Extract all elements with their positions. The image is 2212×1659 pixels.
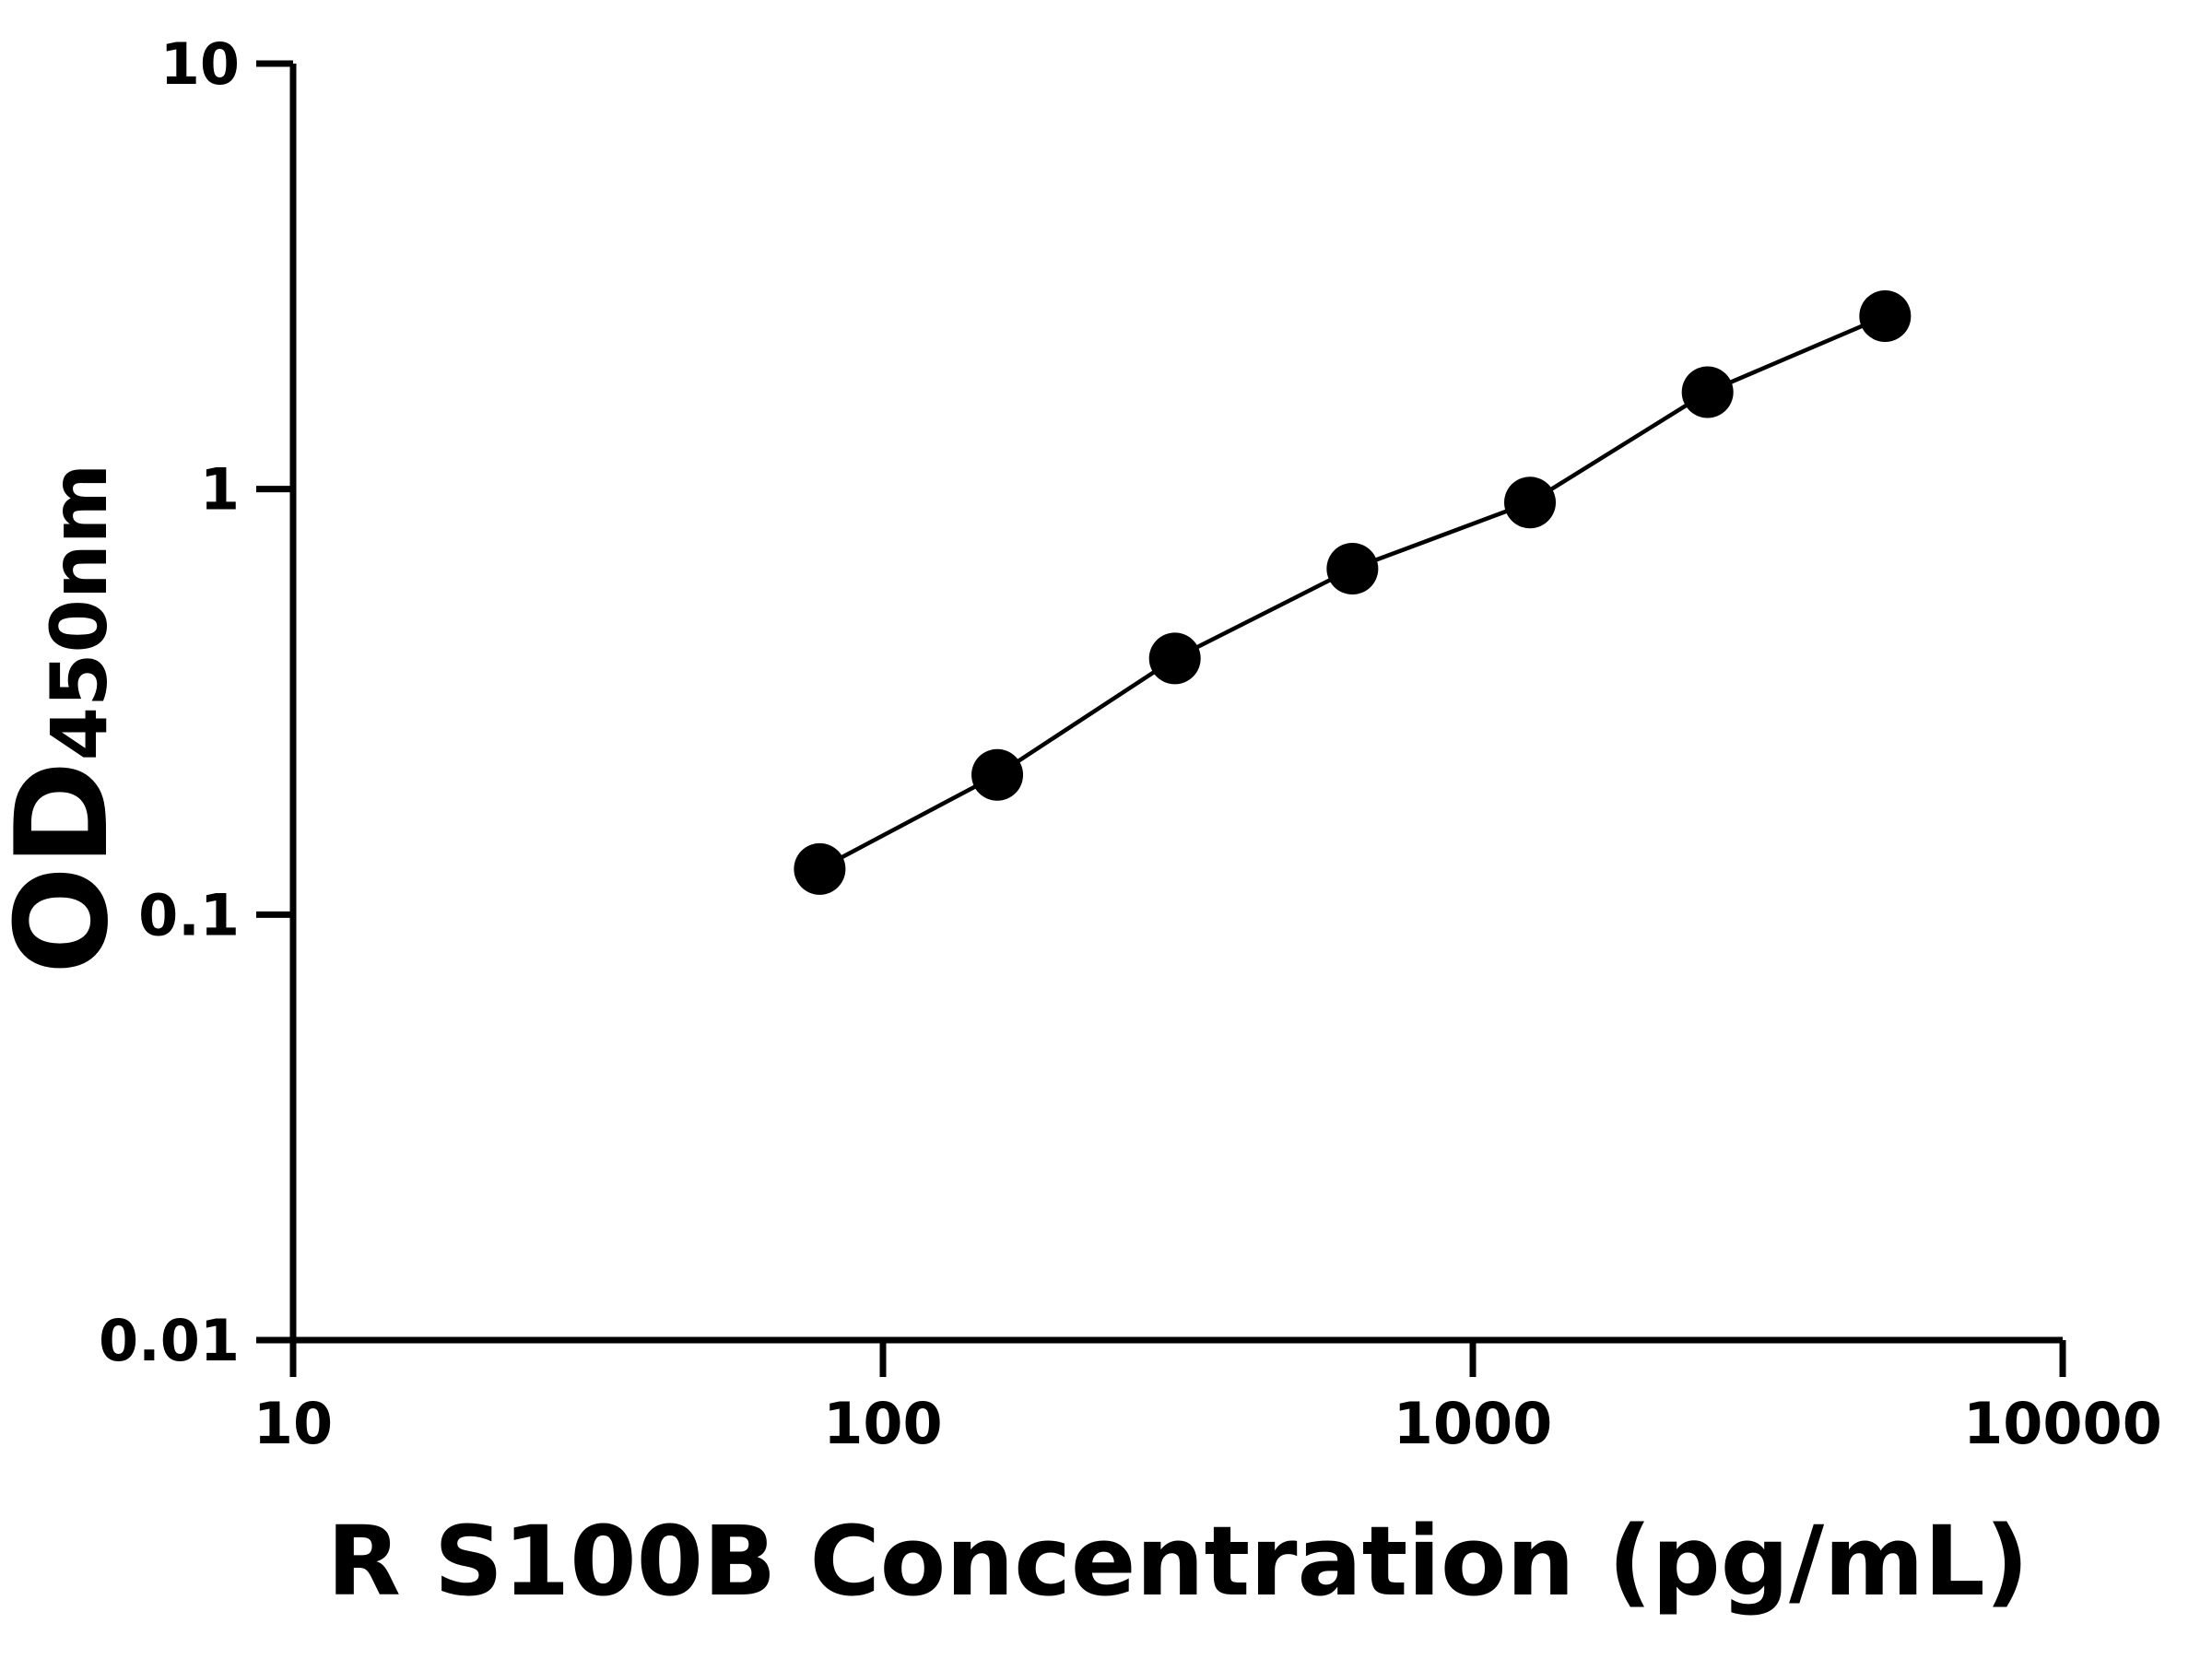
x-tick-label: 1000 (1394, 1390, 1553, 1457)
y-tick-label: 10 (160, 30, 240, 98)
y-tick-label: 1 (200, 456, 240, 524)
x-tick-label: 10 (253, 1390, 333, 1457)
x-tick-label: 10000 (1963, 1390, 2162, 1457)
data-point (1504, 477, 1557, 529)
data-point (1326, 543, 1379, 595)
y-tick-label: 0.01 (99, 1307, 240, 1374)
x-tick-label: 100 (823, 1390, 942, 1457)
y-axis-label-main: OD (0, 760, 136, 974)
data-point (1859, 289, 1912, 342)
y-axis-label-subscript: 450nm (34, 464, 124, 761)
data-point (971, 748, 1024, 801)
data-point (1148, 632, 1201, 685)
y-axis-label: OD450nm (0, 464, 136, 975)
data-point (794, 842, 846, 895)
x-axis-label: R S100B Concentration (pg/mL) (327, 1505, 2030, 1618)
y-tick-label: 0.1 (138, 881, 240, 948)
data-point (1681, 366, 1734, 418)
